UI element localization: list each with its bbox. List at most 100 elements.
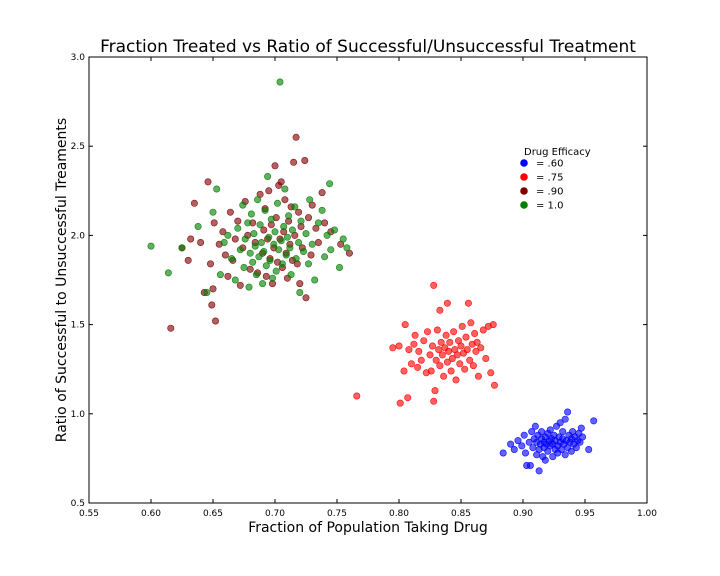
data-point — [278, 260, 286, 268]
data-point — [260, 248, 268, 256]
data-point — [147, 242, 155, 250]
legend-marker — [520, 173, 528, 181]
data-point — [452, 376, 460, 384]
data-point — [427, 367, 435, 375]
data-point — [194, 223, 202, 231]
data-point — [252, 271, 260, 279]
data-point — [432, 356, 440, 364]
data-point — [467, 319, 475, 327]
data-point — [260, 226, 268, 234]
data-point — [400, 367, 408, 375]
data-point — [212, 317, 220, 325]
data-point — [304, 260, 312, 268]
data-point — [249, 258, 257, 266]
data-point — [299, 248, 307, 256]
data-point — [438, 351, 446, 359]
legend-entry: = 1.0 — [520, 201, 563, 212]
data-point — [578, 433, 586, 441]
data-point — [224, 272, 232, 280]
legend-label: = .75 — [536, 173, 563, 184]
data-point — [437, 338, 445, 346]
data-point — [453, 351, 461, 359]
data-point — [521, 449, 529, 457]
data-point — [277, 178, 285, 186]
data-point — [220, 239, 228, 247]
y-tick-label: 1.5 — [71, 321, 85, 331]
data-point — [311, 276, 319, 284]
data-point — [585, 445, 593, 453]
data-point — [546, 426, 554, 434]
x-tick-label: 0.70 — [265, 509, 285, 519]
data-point — [590, 417, 598, 425]
data-point — [247, 210, 255, 218]
data-point — [257, 239, 265, 247]
data-point — [389, 344, 397, 352]
data-point — [272, 267, 280, 275]
data-point — [577, 424, 585, 432]
data-point — [561, 451, 569, 459]
legend-marker — [520, 159, 528, 167]
data-point — [442, 331, 450, 339]
data-point — [246, 265, 254, 273]
legend-marker — [520, 201, 528, 209]
data-point — [431, 387, 439, 395]
series-1 — [353, 281, 498, 407]
data-point — [463, 346, 471, 354]
data-point — [343, 244, 351, 252]
data-point — [339, 235, 347, 243]
data-point — [224, 231, 232, 239]
data-point — [219, 228, 227, 236]
data-point — [213, 185, 221, 193]
data-point — [236, 246, 244, 254]
data-point — [443, 358, 451, 366]
data-point — [541, 456, 549, 464]
data-point — [462, 333, 470, 341]
data-point — [487, 369, 495, 377]
data-point — [203, 288, 211, 296]
data-point — [440, 372, 448, 380]
series-3 — [147, 78, 351, 296]
data-point — [290, 158, 298, 166]
data-point — [282, 251, 290, 259]
data-point — [448, 354, 456, 362]
data-point — [461, 365, 469, 373]
data-point — [428, 342, 436, 350]
y-axis-label: Ratio of Successful to Unsuccessful Trea… — [54, 118, 70, 442]
legend-entry: = .75 — [520, 173, 563, 184]
data-point — [308, 240, 316, 248]
data-point — [266, 256, 274, 264]
data-point — [255, 253, 263, 261]
data-point — [231, 276, 239, 284]
data-point — [251, 242, 259, 250]
data-point — [245, 283, 253, 291]
data-point — [396, 399, 404, 407]
data-point — [209, 208, 217, 216]
y-tick-label: 2.5 — [71, 142, 85, 152]
data-point — [327, 246, 335, 254]
legend-title: Drug Efficacy — [524, 147, 591, 158]
data-point — [436, 306, 444, 314]
data-point — [469, 362, 477, 370]
y-tick-label: 3.0 — [71, 53, 86, 63]
data-point — [286, 244, 294, 252]
data-point — [239, 201, 247, 209]
data-point — [473, 338, 481, 346]
data-point — [275, 246, 283, 254]
data-point — [184, 256, 192, 264]
legend-entry: = .60 — [520, 159, 563, 170]
data-point — [528, 428, 536, 436]
data-point — [262, 272, 270, 280]
data-point — [482, 354, 490, 362]
x-tick-label: 0.80 — [389, 509, 409, 519]
data-point — [423, 328, 431, 336]
data-point — [187, 235, 195, 243]
data-point — [304, 214, 312, 222]
data-point — [479, 326, 487, 334]
data-point — [167, 324, 175, 332]
data-point — [450, 328, 458, 336]
data-point — [301, 157, 309, 165]
data-point — [221, 251, 229, 259]
legend-entries: = .60 = .75 = .90 = 1.0 — [520, 159, 563, 212]
x-tick-label: 0.65 — [203, 509, 223, 519]
data-point — [307, 251, 315, 259]
